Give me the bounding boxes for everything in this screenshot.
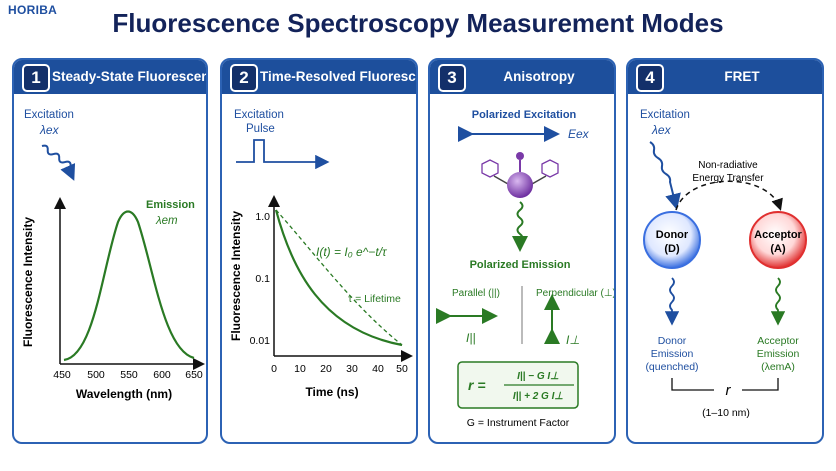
donor-emission-1: Donor xyxy=(658,335,687,347)
x-tick: 50 xyxy=(396,363,408,375)
time-resolved-diagram: Excitation Pulse I(t) = I₀ e^−t/τ τ = Li… xyxy=(229,109,413,399)
perpendicular-label: Perpendicular (⊥) xyxy=(536,288,616,299)
panel-title: Steady-State Fluorescence xyxy=(52,69,208,84)
y-axis-label: Fluorescence Intensity xyxy=(229,211,243,341)
steady-state-diagram: Excitation λex Emission λem Fluorescence… xyxy=(21,109,205,401)
g-factor-note: G = Instrument Factor xyxy=(467,417,570,429)
excitation-pulse xyxy=(236,139,330,170)
panel-number: 3 xyxy=(438,64,466,92)
tau-label: τ = Lifetime xyxy=(348,293,401,305)
donor-emission-arrow xyxy=(664,277,680,326)
x-tick: 600 xyxy=(153,369,171,381)
y-tick: 0.01 xyxy=(250,335,271,347)
lambda-ex-label: λex xyxy=(651,123,672,137)
panel-header: 1 Steady-State Fluorescence xyxy=(14,60,206,94)
acceptor-sub: (A) xyxy=(770,243,786,255)
panel-title: Anisotropy xyxy=(503,69,575,84)
energy-transfer-arrow xyxy=(675,180,783,211)
acceptor-circle xyxy=(749,211,807,269)
panel-title: Time-Resolved Fluorescence xyxy=(260,69,416,84)
panel-time-resolved: 2 Time-Resolved Fluorescence Excitation … xyxy=(220,58,418,444)
r-label: r xyxy=(726,382,732,399)
acceptor-label: Acceptor xyxy=(754,229,802,241)
donor-sub: (D) xyxy=(664,243,680,255)
excitation-label: Excitation xyxy=(640,109,690,121)
x-tick: 40 xyxy=(372,363,384,375)
pulse-label: Pulse xyxy=(246,123,275,135)
panel-title: FRET xyxy=(724,69,760,84)
excitation-wavy-arrow xyxy=(649,141,681,210)
fret-diagram: Excitation λex Non-radiative Energy Tran… xyxy=(640,109,807,419)
acceptor-emission-arrow xyxy=(770,277,786,326)
brand-logo: HORIBA xyxy=(8,3,58,17)
x-tick: 0 xyxy=(271,363,277,375)
e-ex-label: Eex xyxy=(568,127,590,141)
excitation-label: Excitation xyxy=(24,109,74,121)
anisotropy-diagram: Polarized Excitation Eex Polarized Emiss… xyxy=(436,109,616,429)
distance-label: (1–10 nm) xyxy=(702,407,750,419)
polarized-excitation-label: Polarized Excitation xyxy=(472,109,577,121)
x-tick: 550 xyxy=(120,369,138,381)
donor-emission-3: (quenched) xyxy=(645,361,698,373)
transfer-label-line2: Energy Transfer xyxy=(692,173,764,184)
lambda-ex-label: λex xyxy=(39,123,60,137)
panel-number: 4 xyxy=(636,64,664,92)
x-axis-label: Wavelength (nm) xyxy=(76,387,172,401)
transfer-label-line1: Non-radiative xyxy=(698,160,758,171)
acceptor-emission-1: Acceptor xyxy=(757,335,799,347)
x-tick: 500 xyxy=(87,369,105,381)
panel-header: 3 Anisotropy xyxy=(430,60,614,94)
page-title: Fluorescence Spectroscopy Measurement Mo… xyxy=(112,8,724,38)
i-parallel-label: I|| xyxy=(466,331,476,345)
excitation-label: Excitation xyxy=(234,109,284,121)
x-tick: 450 xyxy=(53,369,71,381)
donor-emission-2: Emission xyxy=(651,348,694,360)
distance-bracket xyxy=(671,378,779,391)
x-tick: 20 xyxy=(320,363,332,375)
y-axis-label: Fluorescence Intensity xyxy=(21,217,35,347)
emission-label: Emission xyxy=(146,199,195,211)
polarized-emission-label: Polarized Emission xyxy=(470,259,571,271)
donor-label: Donor xyxy=(656,229,689,241)
lifetime-fit-line xyxy=(275,209,403,346)
parallel-label: Parallel (||) xyxy=(452,288,500,299)
x-axis-label: Time (ns) xyxy=(305,385,358,399)
x-tick: 30 xyxy=(346,363,358,375)
acceptor-emission-3: (λemA) xyxy=(761,361,795,373)
formula-denominator: I|| + 2 G I⊥ xyxy=(513,391,563,402)
fluorophore-molecule xyxy=(481,152,559,198)
excitation-wavy-arrow xyxy=(41,144,76,181)
acceptor-emission-2: Emission xyxy=(757,348,800,360)
panel-number: 2 xyxy=(230,64,258,92)
panel-header: 4 FRET xyxy=(628,60,822,94)
formula-lhs: r = xyxy=(468,377,486,393)
lambda-em-label: λem xyxy=(155,215,178,227)
y-tick: 1.0 xyxy=(255,211,270,223)
x-tick: 650 xyxy=(185,369,203,381)
panel-steady-state: 1 Steady-State Fluorescence Excitation λ… xyxy=(12,58,208,444)
donor-circle xyxy=(643,211,701,269)
decay-curve xyxy=(274,209,403,347)
panel-header: 2 Time-Resolved Fluorescence xyxy=(222,60,416,94)
i-perpendicular-label: I⊥ xyxy=(566,333,580,347)
panel-anisotropy: 3 Anisotropy Polarized Excitation Eex Po… xyxy=(428,58,616,444)
emission-spectrum-curve xyxy=(63,210,195,362)
panel-fret: 4 FRET Excitation λex Non-radiative Ener… xyxy=(626,58,824,444)
panel-number: 1 xyxy=(22,64,50,92)
emission-wavy-arrow xyxy=(512,201,528,252)
x-tick: 10 xyxy=(294,363,306,375)
y-tick: 0.1 xyxy=(255,273,270,285)
formula-numerator: I|| − G I⊥ xyxy=(517,371,559,382)
decay-equation: I(t) = I₀ e^−t/τ xyxy=(316,245,388,259)
